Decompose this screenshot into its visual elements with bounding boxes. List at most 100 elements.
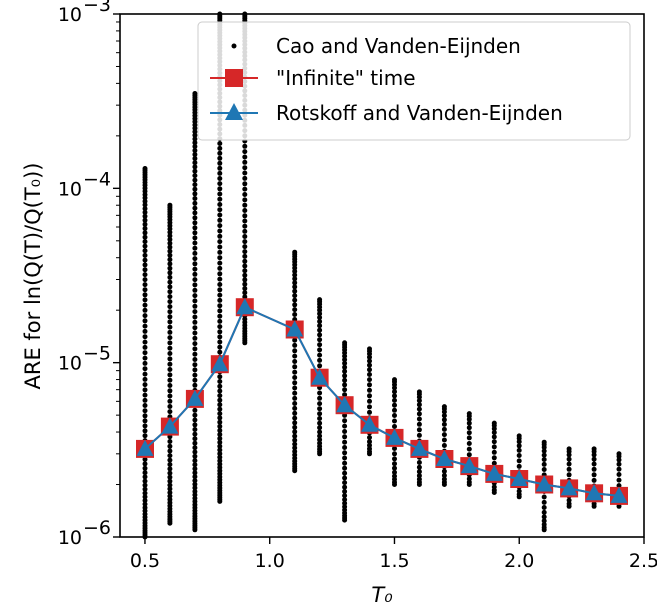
scatter-point — [392, 473, 397, 479]
triangle-marker — [485, 464, 503, 481]
scatter-point — [192, 319, 198, 325]
scatter-point — [192, 210, 198, 216]
scatter-point — [392, 461, 397, 467]
scatter-point — [167, 324, 173, 330]
scatter-point — [192, 156, 198, 161]
scatter-point — [192, 341, 198, 347]
scatter-point — [142, 166, 148, 171]
scatter-point — [491, 444, 497, 450]
scatter-point — [167, 393, 173, 399]
scatter-point — [167, 356, 173, 362]
scatter-point — [292, 390, 298, 396]
scatter-point — [242, 286, 248, 291]
triangle-marker — [361, 415, 378, 432]
scatter-point — [292, 441, 298, 447]
scatter-point — [591, 472, 597, 478]
scatter-point — [192, 362, 198, 368]
scatter-point — [217, 191, 223, 197]
scatter-point — [167, 409, 173, 415]
scatter-point — [142, 198, 148, 204]
scatter-point — [217, 271, 223, 277]
scatter-point — [516, 463, 522, 469]
scatter-point — [392, 397, 397, 403]
scatter-point — [167, 383, 173, 388]
scatter-point — [217, 454, 223, 460]
scatter-point — [192, 431, 198, 437]
scatter-point — [242, 249, 248, 255]
scatter-point — [167, 457, 173, 463]
scatter-point — [342, 364, 348, 370]
scatter-point — [392, 424, 397, 429]
scatter-point — [342, 418, 348, 424]
scatter-point — [541, 514, 547, 520]
scatter-point — [242, 294, 248, 300]
scatter-point — [217, 297, 223, 303]
scatter-point — [217, 196, 223, 202]
scatter-point — [167, 270, 173, 276]
scatter-point — [242, 253, 248, 259]
scatter-point — [217, 339, 223, 345]
scatter-point — [142, 292, 148, 298]
scatter-point — [217, 228, 223, 234]
scatter-point — [192, 282, 198, 288]
scatter-point — [367, 442, 372, 448]
scatter-point — [217, 402, 223, 408]
scatter-point — [167, 478, 173, 484]
scatter-point — [591, 446, 597, 452]
scatter-point — [142, 413, 148, 419]
scatter-point — [541, 522, 547, 527]
scatter-point — [217, 334, 223, 340]
scatter-point — [416, 416, 422, 422]
scatter-point — [392, 407, 397, 413]
scatter-point — [392, 393, 397, 399]
triangle-marker — [136, 439, 154, 456]
scatter-point — [142, 302, 148, 308]
scatter-point — [192, 298, 198, 304]
scatter-point — [292, 437, 298, 443]
scatter-point — [242, 143, 248, 149]
scatter-point — [192, 186, 198, 192]
scatter-point — [466, 430, 472, 436]
scatter-point — [441, 417, 447, 423]
scatter-point — [142, 465, 148, 471]
scatter-point — [192, 225, 198, 231]
scatter-point — [466, 441, 472, 446]
triangle-marker — [386, 428, 403, 445]
scatter-point — [142, 328, 148, 334]
scatter-point — [292, 359, 298, 364]
scatter-point — [242, 154, 248, 160]
scatter-point — [566, 461, 572, 467]
scatter-point — [142, 297, 148, 303]
scatter-point — [192, 215, 198, 221]
y-tick-exponent: −5 — [83, 343, 111, 365]
scatter-point — [392, 402, 397, 408]
scatter-point — [142, 498, 148, 503]
scatter-point — [491, 484, 497, 490]
scatter-point — [217, 292, 223, 298]
scatter-point — [192, 132, 198, 138]
scatter-point — [217, 170, 223, 176]
scatter-point — [392, 413, 397, 418]
scatter-point — [342, 429, 348, 434]
scatter-point — [192, 485, 198, 491]
scatter-point — [541, 509, 547, 515]
scatter-point — [292, 433, 298, 439]
scatter-point — [342, 387, 348, 393]
y-tick-label: 10 — [58, 178, 82, 200]
scatter-point — [616, 477, 622, 483]
scatter-point — [167, 482, 173, 488]
y-tick-label: 10 — [58, 353, 82, 375]
scatter-point — [292, 312, 298, 317]
scatter-point — [292, 445, 298, 451]
x-axis: 0.5 1.0 1.5 2.0 2.5 — [130, 537, 657, 572]
scatter-point — [142, 277, 148, 283]
scatter-point — [292, 284, 298, 290]
triangle-marker — [535, 475, 553, 492]
scatter-point — [541, 448, 547, 454]
scatter-point — [441, 443, 447, 448]
scatter-point — [367, 367, 372, 373]
scatter-point — [342, 373, 348, 379]
triangle-marker — [510, 470, 528, 486]
scatter-point — [167, 453, 173, 459]
scatter-point — [342, 460, 348, 466]
